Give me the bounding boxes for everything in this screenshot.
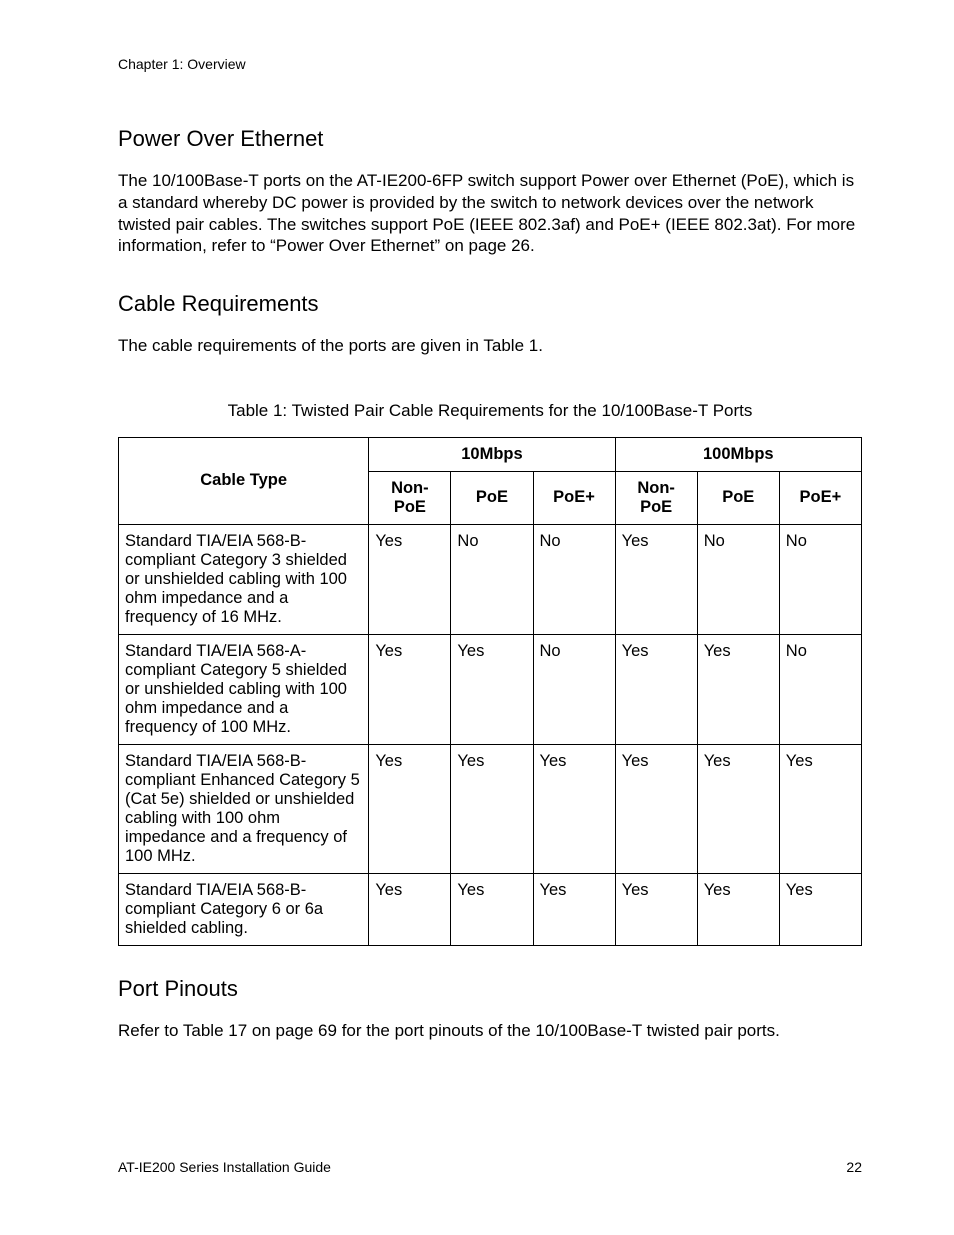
td-val: Yes [615,634,697,744]
th-sub: PoE [697,471,779,524]
td-val: No [533,524,615,634]
table-header-row-1: Cable Type 10Mbps 100Mbps [119,437,862,471]
th-group-10mbps: 10Mbps [369,437,615,471]
th-sub: Non-PoE [369,471,451,524]
th-group-100mbps: 100Mbps [615,437,861,471]
page-footer: AT-IE200 Series Installation Guide 22 [118,1159,862,1175]
cable-requirements-table: Cable Type 10Mbps 100Mbps Non-PoE PoE Po… [118,437,862,946]
td-val: Yes [369,634,451,744]
td-val: No [697,524,779,634]
td-val: Yes [451,634,533,744]
table-row: Standard TIA/EIA 568-B-compliant Categor… [119,873,862,945]
td-val: Yes [779,744,861,873]
footer-doc-title: AT-IE200 Series Installation Guide [118,1159,331,1175]
th-sub: Non-PoE [615,471,697,524]
th-cable-type: Cable Type [119,437,369,524]
section-title-poe: Power Over Ethernet [118,126,862,152]
td-val: Yes [697,744,779,873]
td-val: Yes [369,873,451,945]
td-val: Yes [779,873,861,945]
td-cable-type: Standard TIA/EIA 568-B-compliant Enhance… [119,744,369,873]
table-row: Standard TIA/EIA 568-B-compliant Categor… [119,524,862,634]
td-val: No [779,634,861,744]
td-val: Yes [533,873,615,945]
table-caption: Table 1: Twisted Pair Cable Requirements… [118,401,862,421]
td-val: No [533,634,615,744]
section-body-poe: The 10/100Base-T ports on the AT-IE200-6… [118,170,862,257]
td-val: Yes [451,873,533,945]
td-val: Yes [697,634,779,744]
th-sub: PoE [451,471,533,524]
td-val: Yes [615,744,697,873]
section-body-port-pinouts: Refer to Table 17 on page 69 for the por… [118,1020,862,1042]
td-val: Yes [615,524,697,634]
td-val: Yes [369,524,451,634]
section-body-cable-req: The cable requirements of the ports are … [118,335,862,357]
table-row: Standard TIA/EIA 568-B-compliant Enhance… [119,744,862,873]
td-cable-type: Standard TIA/EIA 568-A-compliant Categor… [119,634,369,744]
td-val: No [779,524,861,634]
td-cable-type: Standard TIA/EIA 568-B-compliant Categor… [119,524,369,634]
td-val: Yes [533,744,615,873]
th-sub: PoE+ [779,471,861,524]
td-val: Yes [697,873,779,945]
td-cable-type: Standard TIA/EIA 568-B-compliant Categor… [119,873,369,945]
table-row: Standard TIA/EIA 568-A-compliant Categor… [119,634,862,744]
th-sub: PoE+ [533,471,615,524]
td-val: No [451,524,533,634]
section-title-cable-req: Cable Requirements [118,291,862,317]
td-val: Yes [451,744,533,873]
footer-page-number: 22 [846,1159,862,1175]
td-val: Yes [615,873,697,945]
section-title-port-pinouts: Port Pinouts [118,976,862,1002]
chapter-header: Chapter 1: Overview [118,56,862,72]
td-val: Yes [369,744,451,873]
